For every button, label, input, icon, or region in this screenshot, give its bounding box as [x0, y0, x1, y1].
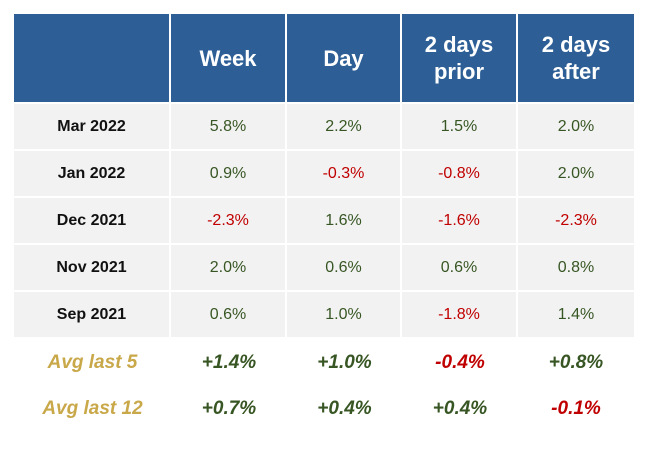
header-2-days-prior: 2 days prior: [402, 14, 518, 102]
value-cell: 0.6%: [171, 290, 287, 337]
value-cell: 0.6%: [402, 243, 518, 290]
avg-value: -0.4%: [402, 340, 518, 386]
row-label: Mar 2022: [14, 102, 171, 149]
value-cell: -0.3%: [287, 149, 402, 196]
header-2-days-after: 2 days after: [518, 14, 634, 102]
avg-label: Avg last 12: [14, 386, 171, 432]
value-cell: 0.9%: [171, 149, 287, 196]
value-cell: 0.6%: [287, 243, 402, 290]
row-label: Sep 2021: [14, 290, 171, 337]
avg-value: +0.4%: [402, 386, 518, 432]
avg-row-last-12: Avg last 12 +0.7% +0.4% +0.4% -0.1%: [14, 386, 634, 432]
value-cell: -1.6%: [402, 196, 518, 243]
avg-value: +1.4%: [171, 340, 287, 386]
value-cell: -2.3%: [518, 196, 634, 243]
value-cell: -1.8%: [402, 290, 518, 337]
header-week-label: Week: [199, 45, 257, 71]
header-day: Day: [287, 14, 402, 102]
table-row: Jan 2022 0.9% -0.3% -0.8% 2.0%: [14, 149, 634, 196]
avg-value: -0.1%: [518, 386, 634, 432]
header-2-days-prior-label: 2 days prior: [424, 32, 494, 84]
table-row: Sep 2021 0.6% 1.0% -1.8% 1.4%: [14, 290, 634, 337]
value-cell: -2.3%: [171, 196, 287, 243]
avg-label: Avg last 5: [14, 340, 171, 386]
value-cell: 1.4%: [518, 290, 634, 337]
row-label: Jan 2022: [14, 149, 171, 196]
avg-row-last-5: Avg last 5 +1.4% +1.0% -0.4% +0.8%: [14, 340, 634, 386]
table-row: Dec 2021 -2.3% 1.6% -1.6% -2.3%: [14, 196, 634, 243]
value-cell: 0.8%: [518, 243, 634, 290]
header-row: Week Day 2 days prior 2 days after: [14, 14, 634, 102]
value-cell: 2.0%: [518, 102, 634, 149]
avg-value: +0.4%: [287, 386, 402, 432]
header-day-label: Day: [323, 45, 364, 71]
avg-value: +0.8%: [518, 340, 634, 386]
value-cell: 5.8%: [171, 102, 287, 149]
value-cell: 1.6%: [287, 196, 402, 243]
avg-value: +1.0%: [287, 340, 402, 386]
header-week: Week: [171, 14, 287, 102]
table-row: Nov 2021 2.0% 0.6% 0.6% 0.8%: [14, 243, 634, 290]
header-corner: [14, 14, 171, 102]
row-label: Nov 2021: [14, 243, 171, 290]
table-row: Mar 2022 5.8% 2.2% 1.5% 2.0%: [14, 102, 634, 149]
value-cell: 2.0%: [518, 149, 634, 196]
value-cell: 1.0%: [287, 290, 402, 337]
value-cell: 1.5%: [402, 102, 518, 149]
returns-table: Week Day 2 days prior 2 days after Mar 2…: [14, 14, 634, 432]
value-cell: 2.0%: [171, 243, 287, 290]
header-2-days-after-label: 2 days after: [541, 32, 611, 84]
value-cell: 2.2%: [287, 102, 402, 149]
row-label: Dec 2021: [14, 196, 171, 243]
value-cell: -0.8%: [402, 149, 518, 196]
avg-value: +0.7%: [171, 386, 287, 432]
